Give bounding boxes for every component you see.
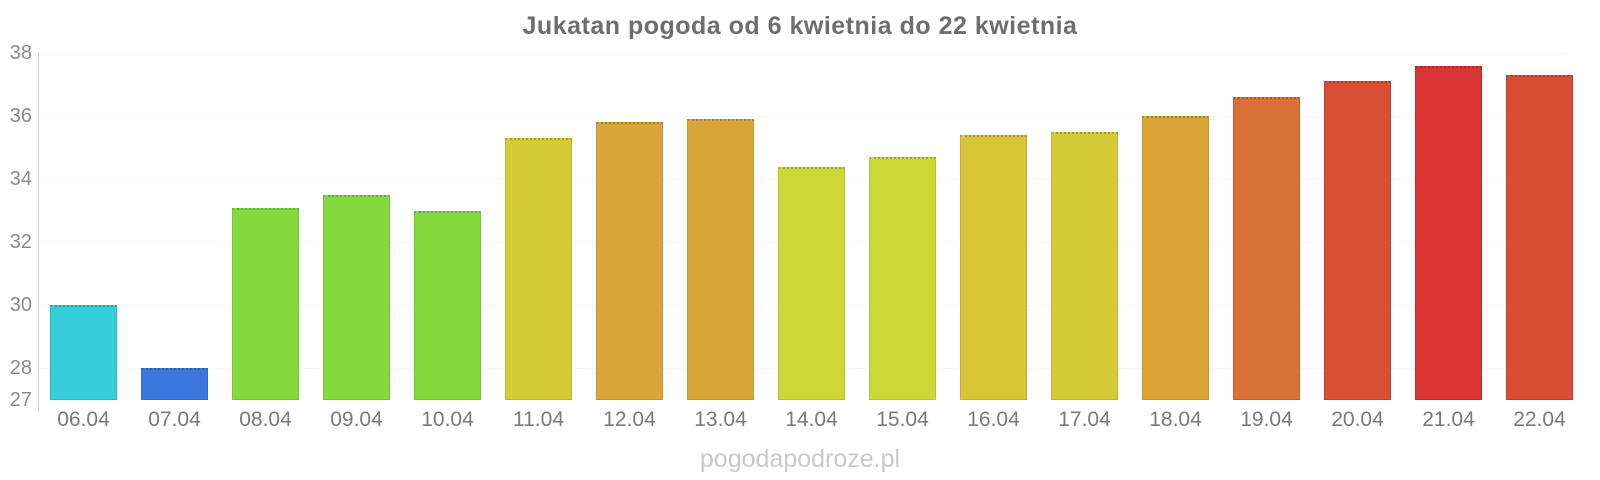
plot-area: 38 36 34 32 30 28 27 06.04 07.04 08.04 09.04 10.04 1…	[10, 43, 1585, 431]
bar-06.04[interactable]	[50, 305, 117, 400]
y-tick-label-38: 38	[9, 42, 32, 64]
bar-22.04[interactable]	[1506, 75, 1573, 400]
x-tick-label-07.04: 07.04	[148, 408, 201, 431]
bar-09.04[interactable]	[323, 194, 390, 400]
x-tick-label-17.04: 17.04	[1058, 408, 1111, 431]
x-tick-label-19.04: 19.04	[1240, 408, 1293, 431]
bar-19.04[interactable]	[1233, 97, 1300, 400]
x-tick-label-10.04: 10.04	[421, 408, 474, 431]
chart-title: Jukatan pogoda od 6 kwietnia do 22 kwiet…	[522, 12, 1078, 40]
bar-14.04[interactable]	[778, 166, 845, 400]
y-tick-label-28: 28	[9, 357, 32, 380]
bar-18.04[interactable]	[1142, 116, 1209, 400]
bar-16.04[interactable]	[960, 135, 1027, 400]
x-tick-label-18.04: 18.04	[1149, 408, 1202, 431]
x-tick-label-20.04: 20.04	[1331, 408, 1384, 431]
x-tick-label-22.04: 22.04	[1513, 408, 1566, 431]
bar-13.04[interactable]	[687, 119, 754, 400]
watermark-text: pogodapodroze.pl	[699, 445, 901, 473]
bar-10.04[interactable]	[414, 210, 481, 400]
x-tick-label-12.04: 12.04	[603, 408, 656, 431]
x-tick-label-11.04: 11.04	[513, 408, 564, 431]
y-tick-label-34: 34	[9, 168, 32, 191]
x-tick-label-13.04: 13.04	[694, 408, 747, 431]
bar-21.04[interactable]	[1415, 65, 1482, 400]
bar-12.04[interactable]	[596, 122, 663, 400]
gridline-38	[39, 53, 1566, 54]
gridline-36	[39, 116, 1566, 118]
y-axis-line	[38, 53, 39, 410]
x-tick-label-21.04: 21.04	[1422, 408, 1475, 431]
bar-11.04[interactable]	[505, 138, 572, 400]
bar-20.04[interactable]	[1324, 81, 1391, 400]
x-tick-label-16.04: 16.04	[967, 408, 1020, 431]
bar-07.04[interactable]	[141, 368, 208, 400]
bar-15.04[interactable]	[869, 157, 936, 400]
x-tick-label-06.04: 06.04	[57, 408, 110, 431]
x-tick-label-08.04: 08.04	[239, 408, 292, 431]
x-tick-label-15.04: 15.04	[876, 408, 929, 431]
x-tick-label-09.04: 09.04	[330, 408, 383, 431]
x-tick-label-14.04: 14.04	[785, 408, 838, 431]
bar-08.04[interactable]	[232, 207, 299, 400]
y-tick-label-27: 27	[9, 389, 32, 411]
y-tick-label-36: 36	[9, 105, 32, 128]
bar-17.04[interactable]	[1051, 131, 1118, 400]
y-tick-label-32: 32	[9, 231, 32, 254]
y-tick-label-30: 30	[9, 294, 32, 317]
